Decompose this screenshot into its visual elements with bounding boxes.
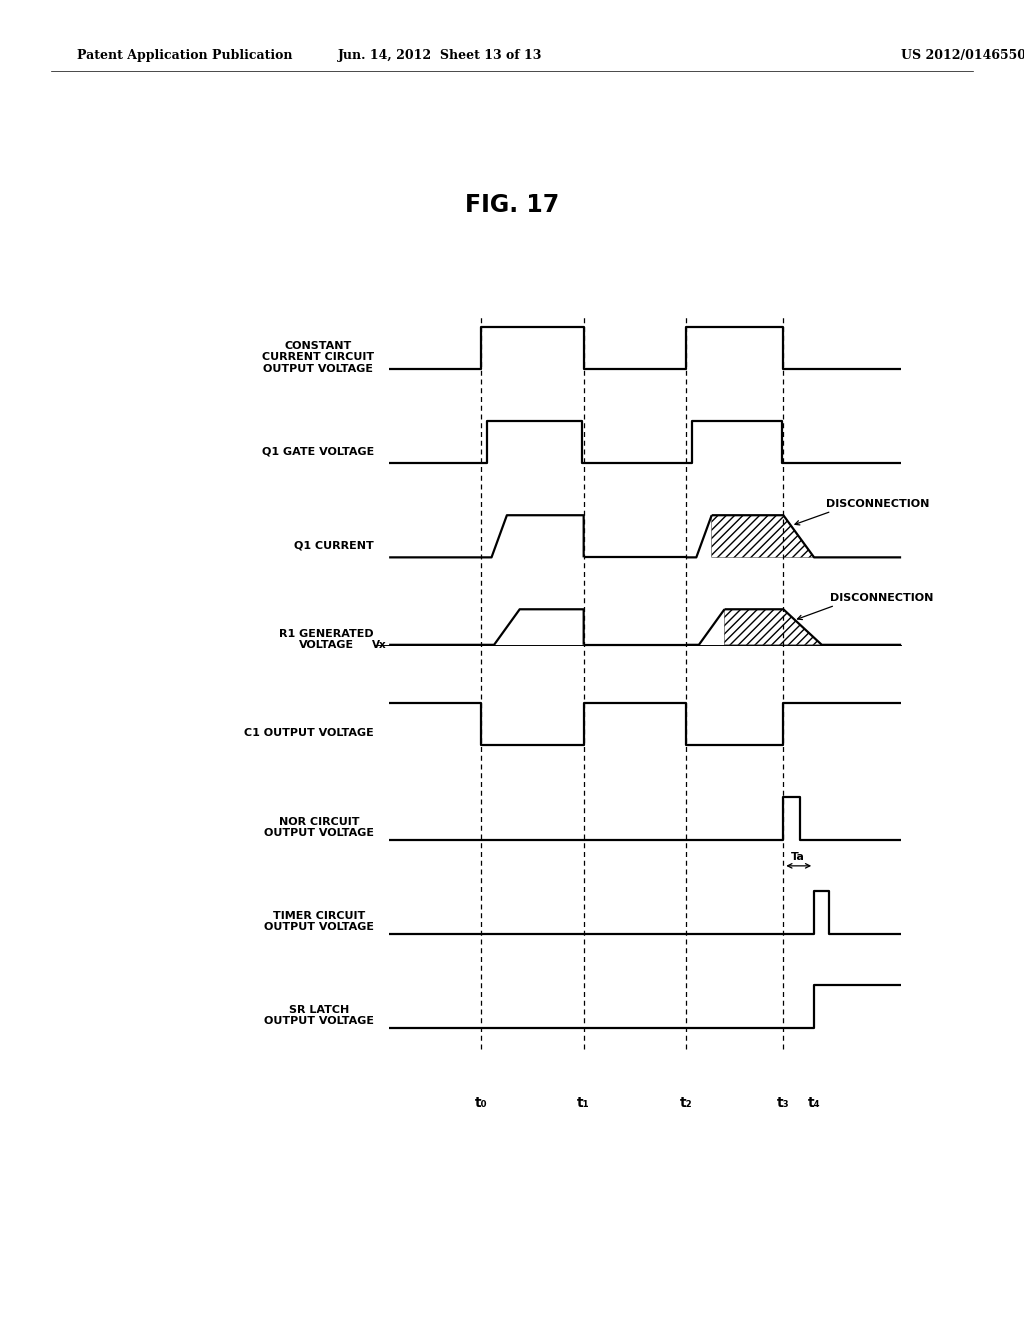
Text: DISCONNECTION: DISCONNECTION [826, 499, 930, 508]
Text: t₄: t₄ [808, 1096, 820, 1110]
Text: Patent Application Publication: Patent Application Publication [77, 49, 292, 62]
Text: Q1 GATE VOLTAGE: Q1 GATE VOLTAGE [261, 446, 374, 457]
Text: CONSTANT
CURRENT CIRCUIT
OUTPUT VOLTAGE: CONSTANT CURRENT CIRCUIT OUTPUT VOLTAGE [262, 341, 374, 374]
Text: FIG. 17: FIG. 17 [465, 193, 559, 216]
Text: Vx: Vx [373, 640, 387, 649]
Text: US 2012/0146550 A1: US 2012/0146550 A1 [901, 49, 1024, 62]
Text: R1 GENERATED
VOLTAGE: R1 GENERATED VOLTAGE [280, 628, 374, 651]
Text: Jun. 14, 2012  Sheet 13 of 13: Jun. 14, 2012 Sheet 13 of 13 [338, 49, 543, 62]
Text: Ta: Ta [791, 851, 805, 862]
Text: t₁: t₁ [578, 1096, 590, 1110]
Text: TIMER CIRCUIT
OUTPUT VOLTAGE: TIMER CIRCUIT OUTPUT VOLTAGE [264, 911, 374, 932]
Text: t₃: t₃ [777, 1096, 790, 1110]
Text: DISCONNECTION: DISCONNECTION [829, 593, 933, 603]
Text: Q1 CURRENT: Q1 CURRENT [294, 540, 374, 550]
Text: SR LATCH
OUTPUT VOLTAGE: SR LATCH OUTPUT VOLTAGE [264, 1005, 374, 1027]
Text: C1 OUTPUT VOLTAGE: C1 OUTPUT VOLTAGE [244, 729, 374, 738]
Text: t₀: t₀ [475, 1096, 487, 1110]
Text: NOR CIRCUIT
OUTPUT VOLTAGE: NOR CIRCUIT OUTPUT VOLTAGE [264, 817, 374, 838]
Text: t₂: t₂ [680, 1096, 692, 1110]
